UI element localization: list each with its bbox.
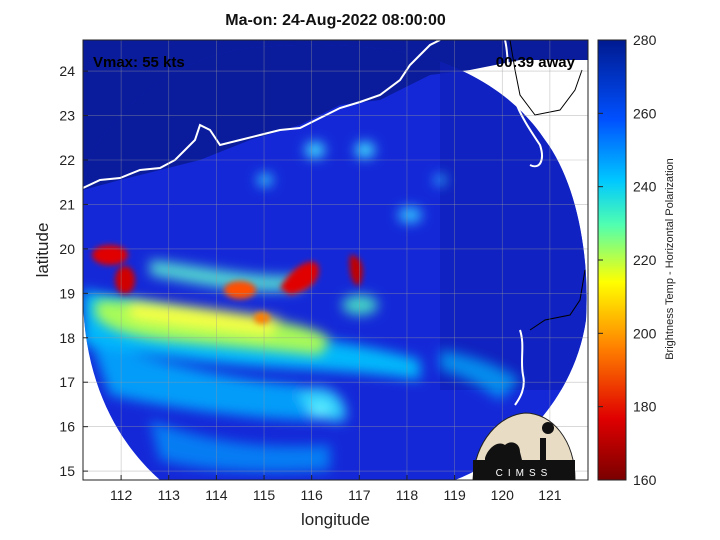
y-tick-label: 15 [59, 463, 75, 479]
y-tick-label: 24 [59, 63, 75, 79]
axes-frame [82, 39, 589, 481]
colorbar-tick-label: 260 [633, 105, 657, 121]
x-tick-label: 121 [538, 487, 562, 503]
time-away-label: 00:39 away [496, 54, 576, 71]
y-tick-label: 23 [59, 108, 75, 124]
y-tick-label: 21 [59, 196, 75, 212]
colorbar-tick-label: 180 [633, 399, 657, 415]
y-tick-label: 20 [59, 241, 75, 257]
x-tick-label: 112 [110, 487, 133, 503]
cimss-logo: CIMSS [472, 412, 576, 481]
y-tick-label: 16 [59, 419, 75, 435]
y-axis-label: latitude [33, 222, 52, 278]
colorbar-tick-label: 220 [633, 252, 657, 268]
x-tick-label: 119 [443, 487, 466, 503]
x-tick-label: 113 [158, 487, 181, 503]
y-ticks: 15 16 17 18 19 20 21 22 23 24 [59, 63, 88, 479]
cimss-logo-text: CIMSS [496, 468, 553, 479]
colorbar-tick-label: 280 [633, 32, 657, 48]
colorbar-tick-label: 240 [633, 179, 657, 195]
x-axis-label: longitude [300, 510, 370, 529]
y-tick-label: 22 [59, 152, 75, 168]
colorbar-label: Brightness Temp - Horizontal Polarizatio… [664, 158, 676, 360]
colorbar-tick-label: 200 [633, 325, 657, 341]
y-tick-label: 17 [59, 374, 75, 390]
x-ticks: 112 113 114 115 116 117 118 119 120 121 [110, 475, 562, 503]
colorbar-ticks: 160 180 200 220 240 260 280 [598, 32, 657, 488]
x-tick-label: 120 [491, 487, 515, 503]
x-tick-label: 116 [301, 487, 324, 503]
y-tick-label: 18 [59, 330, 75, 346]
x-tick-label: 118 [396, 487, 419, 503]
colorbar-tick-label: 160 [633, 472, 657, 488]
vmax-label: Vmax: 55 kts [93, 54, 185, 71]
coastline [83, 40, 543, 406]
microwave-swath [83, 44, 587, 480]
x-tick-label: 115 [253, 487, 276, 503]
y-tick-label: 19 [59, 285, 75, 301]
x-tick-label: 117 [348, 487, 371, 503]
figure-title: Ma-on: 24-Aug-2022 08:00:00 [225, 12, 446, 29]
x-tick-label: 114 [205, 487, 228, 503]
